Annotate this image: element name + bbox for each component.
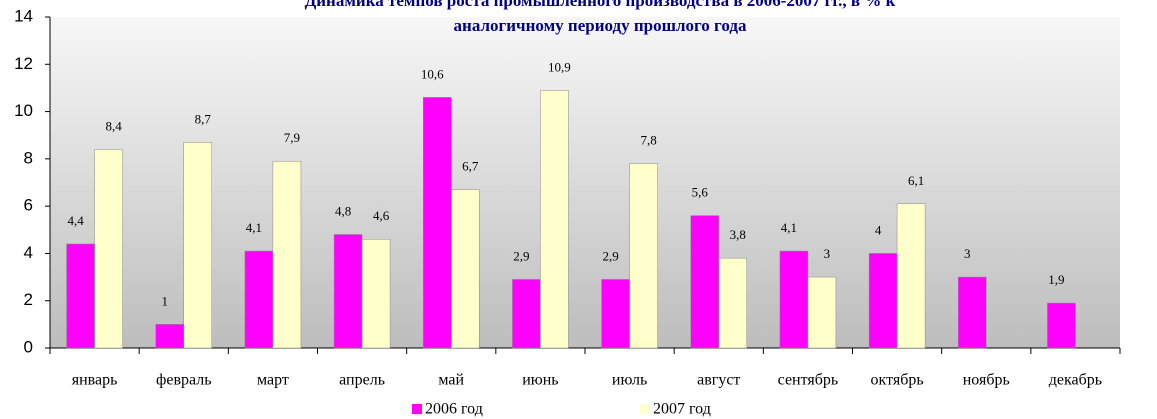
bar [540, 90, 569, 349]
data-label: 3 [964, 246, 971, 261]
data-label: 5,6 [692, 185, 709, 200]
x-tick-label: декабрь [1049, 372, 1102, 389]
bar [451, 189, 480, 349]
y-tick-label: 6 [24, 196, 33, 215]
data-label: 4 [875, 222, 882, 237]
data-label: 2,9 [513, 248, 529, 263]
y-tick-label: 8 [24, 148, 33, 167]
bar [423, 97, 452, 349]
data-label: 4,6 [373, 208, 390, 223]
x-tick-label: февраль [156, 372, 212, 389]
data-label: 3,8 [730, 227, 746, 242]
bar [629, 163, 658, 349]
data-label: 2,9 [602, 248, 618, 263]
bar [807, 276, 837, 349]
bar [896, 203, 926, 349]
data-label: 7,9 [284, 130, 300, 145]
data-label: 6,1 [908, 173, 924, 188]
x-tick-label: январь [72, 372, 118, 389]
y-tick-label: 0 [24, 337, 33, 356]
x-tick-label: ноябрь [963, 372, 1010, 389]
bar [690, 215, 719, 349]
x-tick-label: сентябрь [778, 372, 839, 389]
y-tick-label: 10 [14, 101, 33, 120]
data-label: 3 [824, 246, 831, 261]
plot-area [50, 17, 1120, 348]
bar [155, 324, 184, 349]
bar [183, 142, 212, 349]
chart-title: аналогичному периоду прошлого года [454, 16, 747, 35]
y-tick-label: 4 [24, 243, 33, 262]
data-label: 10,6 [421, 66, 444, 81]
bar [779, 250, 809, 349]
data-label: 4,4 [67, 213, 84, 228]
bar [958, 276, 987, 349]
data-label: 8,7 [195, 111, 212, 126]
bar [66, 243, 95, 349]
bar [361, 238, 391, 349]
legend-label: 2007 год [653, 401, 711, 418]
bar [244, 250, 274, 349]
data-label: 7,8 [640, 133, 656, 148]
data-label: 6,7 [462, 159, 479, 174]
data-label: 8,4 [105, 118, 122, 133]
x-tick-label: март [257, 372, 289, 389]
bar [718, 257, 747, 349]
data-label: 4,1 [781, 220, 797, 235]
chart-title: Динамика темпов роста промышленного прои… [305, 0, 896, 10]
y-tick-label: 2 [24, 290, 33, 309]
legend-swatch [640, 404, 650, 414]
bar [94, 149, 123, 349]
x-tick-label: октябрь [871, 372, 924, 389]
legend-label: 2006 год [425, 401, 483, 418]
x-tick-label: июль [612, 372, 647, 389]
bar [512, 279, 541, 349]
data-label: 4,8 [335, 203, 351, 218]
y-tick-label: 12 [14, 54, 33, 73]
bar [868, 253, 898, 349]
y-tick-label: 14 [14, 6, 33, 25]
bar [601, 279, 630, 349]
data-label: 10,9 [548, 59, 571, 74]
x-tick-label: апрель [339, 372, 385, 389]
x-tick-label: август [697, 372, 740, 389]
legend-swatch [412, 404, 422, 414]
bar [333, 234, 363, 349]
data-label: 1,9 [1048, 272, 1064, 287]
data-label: 4,1 [246, 220, 262, 235]
x-tick-label: май [438, 372, 464, 389]
data-label: 1 [162, 293, 169, 308]
x-tick-label: июнь [522, 372, 558, 389]
bar [1047, 302, 1076, 349]
bar [272, 160, 302, 349]
